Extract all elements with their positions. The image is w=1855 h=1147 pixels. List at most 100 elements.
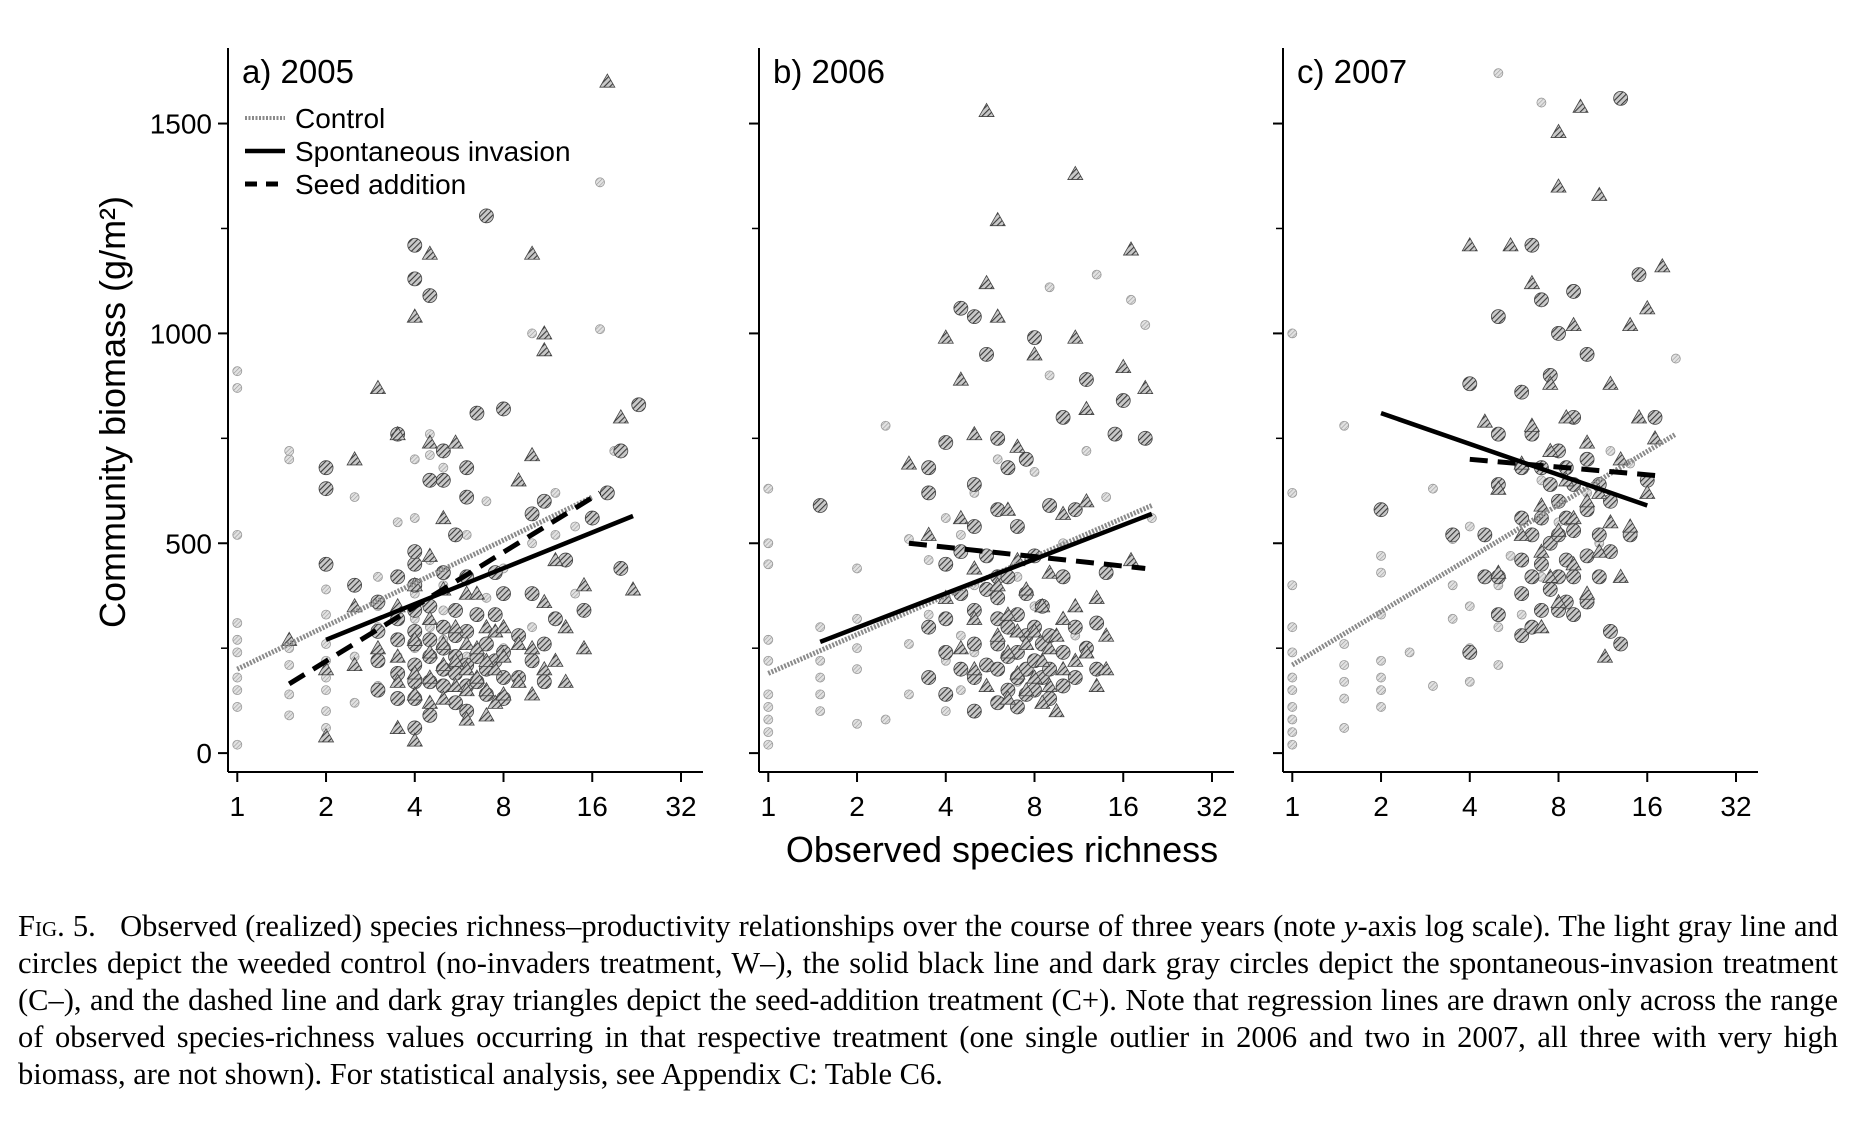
control-point bbox=[1376, 655, 1386, 666]
points-layer bbox=[232, 73, 647, 750]
seed-point bbox=[966, 425, 983, 441]
invasion-point bbox=[1566, 569, 1581, 585]
control-point bbox=[232, 618, 243, 628]
control-point bbox=[232, 366, 243, 377]
seed-point bbox=[1490, 480, 1507, 495]
control-point bbox=[232, 634, 243, 645]
invasion-point bbox=[1566, 523, 1581, 539]
seed-point bbox=[547, 551, 564, 567]
seed-point bbox=[952, 639, 970, 655]
control-point bbox=[1493, 622, 1504, 633]
seed-point bbox=[1009, 623, 1026, 638]
points-layer bbox=[763, 102, 1157, 750]
invasion-point bbox=[1000, 460, 1016, 476]
seed-point bbox=[952, 371, 970, 386]
invasion-point bbox=[524, 506, 540, 522]
seed-point bbox=[1550, 123, 1567, 138]
control-point bbox=[1670, 353, 1681, 364]
control-point bbox=[321, 706, 331, 717]
regression-control bbox=[236, 494, 594, 672]
seed-point bbox=[478, 652, 495, 667]
control-point bbox=[1493, 68, 1504, 79]
invasion-point bbox=[979, 346, 994, 362]
control-point bbox=[1376, 550, 1386, 561]
x-tick-label: 16 bbox=[577, 791, 608, 822]
seed-point bbox=[1026, 346, 1043, 361]
control-point bbox=[570, 588, 581, 599]
control-point bbox=[815, 672, 826, 683]
invasion-point bbox=[1534, 292, 1549, 308]
seed-point bbox=[1067, 329, 1084, 344]
control-point bbox=[1447, 580, 1458, 591]
invasion-point bbox=[953, 661, 969, 677]
control-point bbox=[527, 538, 537, 549]
seed-point bbox=[478, 707, 495, 722]
control-point bbox=[373, 571, 383, 582]
seed-point bbox=[1009, 438, 1026, 453]
invasion-point bbox=[435, 472, 451, 488]
invasion-point bbox=[1055, 409, 1071, 425]
control-point bbox=[1287, 739, 1298, 750]
caption-text-end: -axis log scale). The light gray line an… bbox=[18, 909, 1839, 1091]
control-point bbox=[763, 655, 774, 666]
seed-point bbox=[317, 660, 335, 676]
seed-point bbox=[999, 606, 1017, 621]
invasion-point bbox=[1098, 565, 1114, 581]
invasion-point bbox=[966, 703, 982, 719]
seed-point bbox=[966, 610, 983, 625]
seed-point bbox=[1041, 564, 1058, 579]
seed-point bbox=[937, 329, 954, 344]
control-point bbox=[852, 664, 862, 675]
control-point bbox=[1376, 685, 1386, 696]
x-tick-label: 32 bbox=[1720, 791, 1751, 822]
seed-point bbox=[1612, 568, 1629, 583]
control-point bbox=[955, 630, 966, 641]
control-point bbox=[1376, 672, 1386, 683]
invasion-point bbox=[1067, 502, 1083, 518]
seed-point bbox=[495, 618, 512, 634]
seed-point bbox=[317, 728, 335, 743]
invasion-point bbox=[469, 607, 485, 623]
control-point bbox=[550, 529, 561, 540]
control-point bbox=[852, 718, 862, 729]
legend-label: Seed addition bbox=[295, 169, 466, 200]
regression-seed-addition bbox=[287, 490, 602, 686]
invasion-point bbox=[496, 401, 511, 417]
x-tick-label: 2 bbox=[318, 791, 334, 822]
seed-point bbox=[1009, 665, 1026, 680]
control-point bbox=[1287, 580, 1298, 591]
control-point bbox=[955, 685, 966, 696]
seed-point bbox=[435, 635, 452, 651]
invasion-point bbox=[938, 556, 954, 572]
control-point bbox=[1029, 467, 1040, 477]
control-point bbox=[1044, 282, 1055, 293]
seed-point bbox=[978, 274, 995, 290]
control-point bbox=[940, 513, 951, 523]
invasion-point bbox=[390, 632, 406, 648]
caption-text-start: Observed (realized) species richness–pro… bbox=[120, 909, 1344, 943]
seed-point bbox=[421, 644, 439, 659]
control-point bbox=[763, 634, 774, 645]
seed-point bbox=[1026, 623, 1043, 638]
control-point bbox=[1091, 269, 1102, 280]
control-point bbox=[1464, 521, 1475, 532]
figure-chart: 0 500 1000 1500 1 2 4 8 16 32 a) 2005 1 2 4 8 16 32 b) 20… bbox=[92, 48, 1758, 870]
invasion-point bbox=[1524, 237, 1540, 253]
control-point bbox=[1287, 685, 1298, 696]
invasion-point bbox=[921, 485, 937, 501]
control-point bbox=[409, 454, 420, 465]
seed-point bbox=[458, 660, 475, 676]
control-point bbox=[815, 706, 826, 717]
control-point bbox=[284, 446, 295, 456]
seed-point bbox=[523, 639, 541, 655]
invasion-point bbox=[938, 644, 954, 660]
control-point bbox=[1287, 714, 1298, 725]
seed-point bbox=[1034, 694, 1051, 709]
control-point bbox=[409, 513, 420, 523]
invasion-point bbox=[1542, 477, 1558, 492]
seed-point bbox=[900, 455, 918, 470]
control-point bbox=[1464, 601, 1475, 612]
control-point bbox=[1287, 702, 1298, 712]
points-layer bbox=[1287, 68, 1681, 750]
control-point bbox=[763, 739, 774, 750]
